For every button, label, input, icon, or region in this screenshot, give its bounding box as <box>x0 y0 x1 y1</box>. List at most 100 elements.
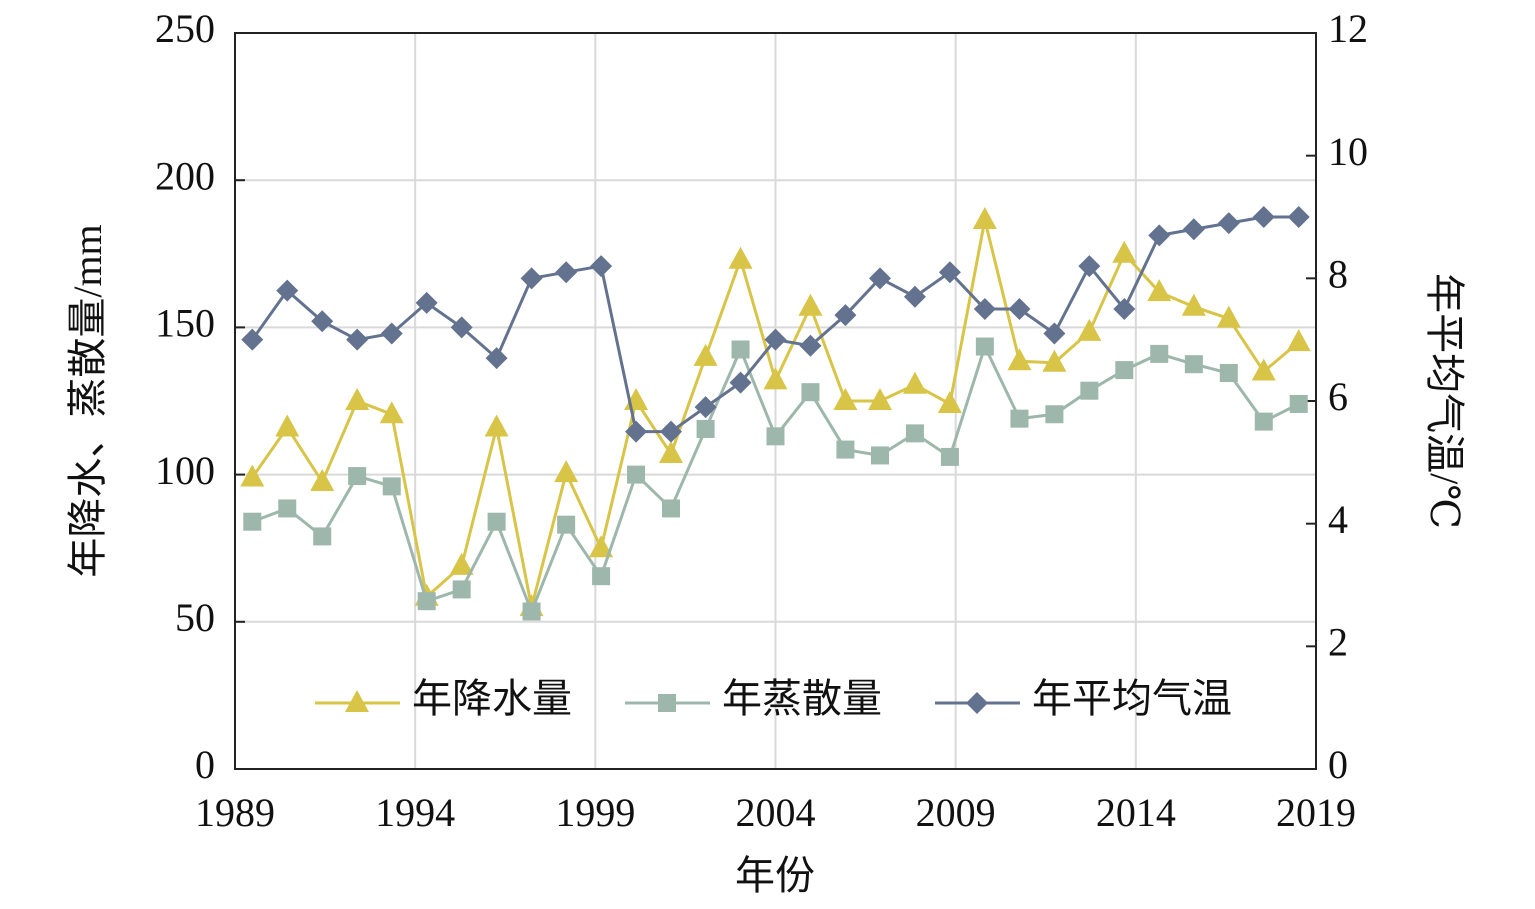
marker <box>1113 298 1136 320</box>
legend-label: 年蒸散量 <box>722 676 882 721</box>
marker <box>554 460 579 483</box>
y-tick-label: 250 <box>155 6 215 51</box>
marker <box>1078 255 1101 278</box>
y-tick-label: 0 <box>195 742 215 787</box>
marker <box>275 414 300 437</box>
marker <box>310 468 335 491</box>
marker <box>1148 224 1171 247</box>
marker <box>348 467 367 486</box>
marker <box>240 464 265 487</box>
y-tick-label: 150 <box>155 301 215 346</box>
marker <box>592 567 611 586</box>
marker <box>379 401 404 424</box>
y-tick-label: 50 <box>175 595 215 640</box>
legend-label: 年平均气温 <box>1032 676 1232 721</box>
x-tick-label: 1994 <box>375 790 455 835</box>
marker <box>415 291 438 314</box>
marker <box>1286 329 1311 352</box>
marker <box>905 424 924 443</box>
marker <box>764 328 787 351</box>
marker <box>625 420 648 443</box>
y2-axis-label: 年平均气温/℃ <box>1422 273 1467 529</box>
marker <box>868 267 891 290</box>
marker <box>1080 381 1099 400</box>
marker <box>485 347 508 370</box>
marker <box>450 316 473 339</box>
marker <box>836 440 855 459</box>
marker <box>975 337 994 356</box>
marker <box>449 552 474 575</box>
x-tick-label: 2004 <box>736 790 816 835</box>
marker <box>1181 293 1206 316</box>
marker <box>313 527 332 546</box>
marker <box>1007 348 1032 371</box>
marker <box>627 465 646 484</box>
marker <box>693 343 718 366</box>
marker <box>731 340 750 359</box>
y2-tick-label: 0 <box>1328 742 1348 787</box>
marker <box>346 328 369 351</box>
marker <box>1115 361 1134 380</box>
marker <box>799 334 822 357</box>
marker <box>834 304 857 327</box>
marker <box>589 535 614 558</box>
marker <box>452 580 471 599</box>
x-axis-label: 年份 <box>735 853 815 898</box>
marker <box>766 427 785 446</box>
marker <box>1216 305 1241 328</box>
marker <box>729 371 752 394</box>
marker <box>1042 349 1067 372</box>
marker <box>1289 394 1308 413</box>
marker <box>555 261 578 284</box>
y2-tick-label: 4 <box>1328 497 1348 542</box>
marker <box>662 499 681 518</box>
marker <box>973 298 996 320</box>
x-tick-label: 1989 <box>195 790 275 835</box>
y2-tick-label: 6 <box>1328 374 1348 419</box>
marker <box>1287 206 1310 228</box>
marker <box>763 367 788 390</box>
marker <box>278 499 297 518</box>
y-tick-label: 100 <box>155 448 215 493</box>
marker <box>972 206 997 229</box>
marker <box>660 420 683 443</box>
marker <box>1045 405 1064 424</box>
marker <box>1217 212 1240 235</box>
marker <box>1182 218 1205 241</box>
marker <box>417 592 436 611</box>
marker <box>1077 318 1102 341</box>
marker <box>694 396 717 419</box>
marker <box>520 267 543 290</box>
marker <box>903 285 926 308</box>
marker <box>522 602 541 621</box>
marker <box>241 328 264 351</box>
y2-tick-label: 10 <box>1328 129 1368 174</box>
marker <box>276 279 299 302</box>
marker <box>1112 240 1137 263</box>
marker <box>1043 322 1066 345</box>
marker <box>1219 364 1238 383</box>
marker <box>311 310 334 333</box>
marker <box>1147 279 1172 302</box>
marker <box>659 440 684 463</box>
plot-frame <box>234 32 1317 770</box>
marker <box>833 388 858 410</box>
marker <box>1252 206 1275 228</box>
x-tick-label: 1999 <box>555 790 635 835</box>
marker <box>1251 358 1276 381</box>
marker <box>940 447 959 466</box>
marker <box>590 255 613 278</box>
y2-tick-label: 2 <box>1328 620 1348 665</box>
marker <box>382 477 401 496</box>
marker <box>801 383 820 402</box>
marker <box>937 390 962 413</box>
marker <box>487 512 506 531</box>
legend-label: 年降水量 <box>412 676 572 721</box>
x-tick-label: 2009 <box>916 790 996 835</box>
marker <box>1010 409 1029 428</box>
marker <box>728 246 753 269</box>
marker <box>243 512 262 531</box>
marker <box>345 388 370 410</box>
marker <box>345 690 369 712</box>
